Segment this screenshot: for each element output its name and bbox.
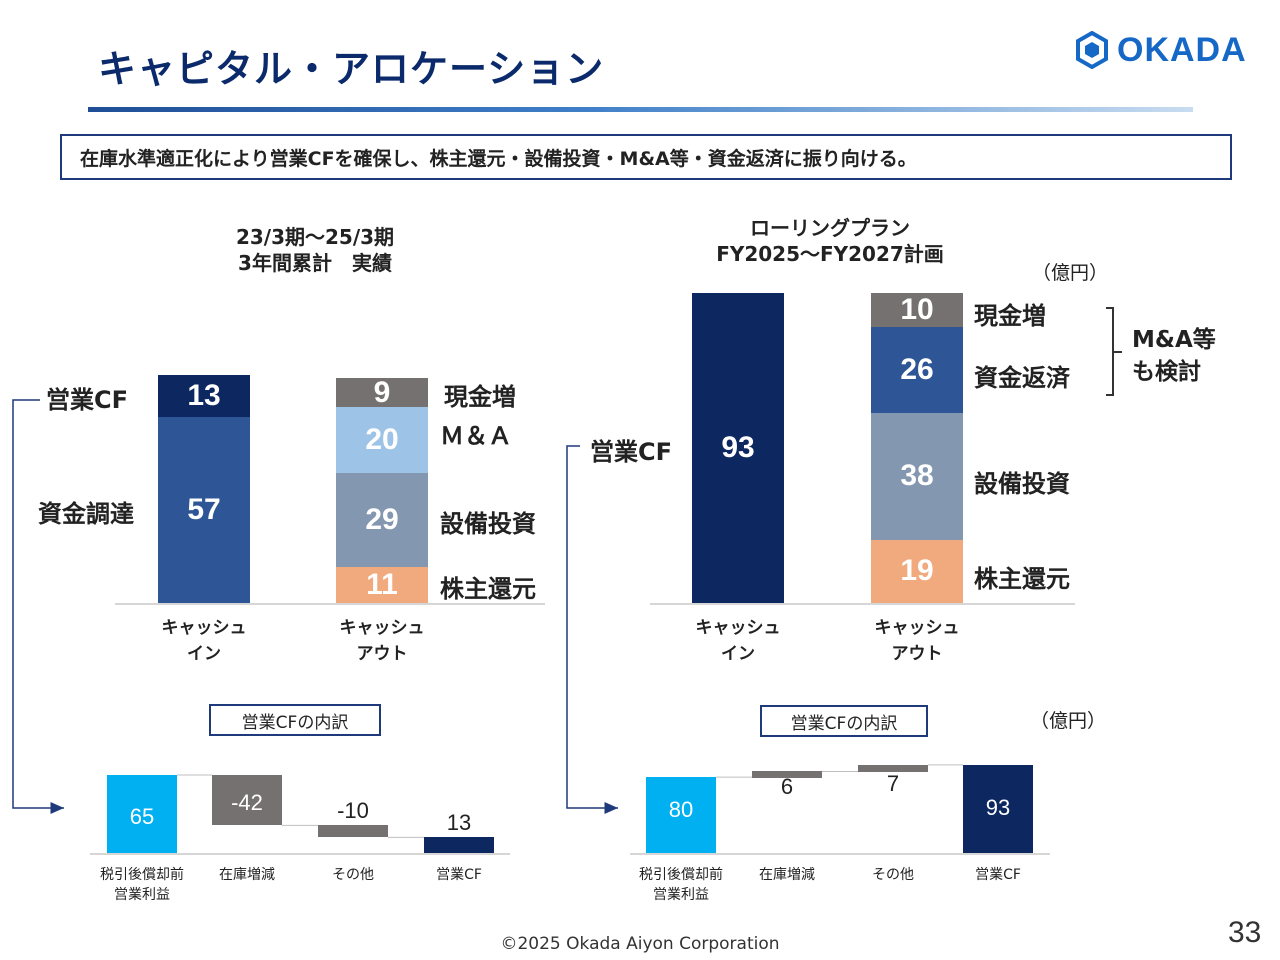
- segment-label: 設備投資: [440, 509, 536, 538]
- segment-label: 現金増: [444, 382, 516, 411]
- waterfall-value: -42: [231, 790, 263, 815]
- waterfall-bar: [752, 771, 822, 779]
- waterfall-value: 80: [668, 797, 694, 822]
- waterfall-bar: [646, 777, 716, 853]
- category-label: キャッシュ アウト: [339, 618, 425, 664]
- waterfall-category: 税引後償却前 営業利益: [100, 867, 184, 903]
- category-label: キャッシュ アウト: [874, 618, 960, 664]
- message-box: 在庫水準適正化により営業CFを確保し、株主還元・設備投資・M&A等・資金返済に振…: [60, 134, 1232, 180]
- category-label: キャッシュ イン: [161, 618, 247, 664]
- segment-value: 29: [365, 502, 399, 536]
- company-logo: OKADA: [1075, 30, 1247, 70]
- waterfall-1-title-text: 営業CFの内訳: [241, 712, 349, 733]
- waterfall-category: 営業CF: [436, 867, 482, 883]
- footer-copyright: ©2025 Okada Aiyon Corporation: [500, 934, 780, 954]
- waterfall-category: 在庫増減: [219, 867, 275, 883]
- chart-baseline: [115, 603, 545, 605]
- bar-segment: 29: [336, 472, 428, 568]
- waterfall-bar: [107, 775, 177, 853]
- waterfall-2-title-text: 営業CFの内訳: [790, 713, 898, 734]
- bar-segment: 20: [336, 407, 428, 473]
- waterfall-category: 在庫増減: [759, 867, 815, 883]
- segment-label: 株主還元: [440, 575, 536, 604]
- bar-segment: 9: [336, 375, 428, 409]
- segment-label: 株主還元: [974, 565, 1070, 594]
- waterfall-value: 7: [886, 771, 900, 796]
- waterfall-category: その他: [872, 867, 914, 883]
- segment-value: 9: [373, 375, 391, 409]
- segment-label: 資金調達: [38, 500, 134, 529]
- segment-value: 20: [365, 422, 399, 456]
- logo-text: OKADA: [1117, 30, 1247, 69]
- segment-value: 93: [721, 431, 755, 465]
- bar-segment: 11: [336, 567, 428, 603]
- segment-value: 26: [900, 352, 934, 386]
- waterfall-bar: [963, 764, 1033, 853]
- segment-value: 57: [187, 493, 221, 527]
- waterfall-value: -10: [337, 798, 369, 823]
- waterfall-baseline: [90, 853, 510, 855]
- waterfall-bar: [858, 764, 928, 772]
- waterfall-baseline: [630, 853, 1050, 855]
- page-title: キャピタル・アロケーション: [98, 47, 605, 91]
- title-underline: [88, 107, 1193, 112]
- waterfall-bar: [212, 775, 282, 826]
- waterfall-1-title: 営業CFの内訳: [209, 704, 381, 736]
- waterfall-2-title: 営業CFの内訳: [760, 705, 928, 737]
- segment-value: 38: [900, 459, 934, 493]
- waterfall-value: 65: [129, 804, 155, 829]
- bar-segment: 26: [871, 326, 963, 414]
- message-text: 在庫水準適正化により営業CFを確保し、株主還元・設備投資・M&A等・資金返済に振…: [80, 147, 917, 170]
- waterfall-2-unit: （億円）: [1030, 710, 1107, 732]
- bar-segment: 57: [158, 417, 250, 603]
- waterfall-category: 税引後償却前 営業利益: [639, 867, 723, 903]
- page-number: 33: [1228, 916, 1262, 949]
- waterfall-value: 6: [780, 774, 794, 799]
- chart-2-title: ローリングプラン FY2025～FY2027計画: [716, 216, 944, 266]
- bar-segment: 10: [871, 292, 963, 327]
- bracket-note: M&A等 も検討: [1132, 327, 1216, 385]
- segment-label: 現金増: [974, 301, 1046, 330]
- waterfall-category: その他: [332, 867, 374, 883]
- category-label: キャッシュ イン: [695, 618, 781, 664]
- chart-2-unit: （億円）: [1032, 262, 1109, 284]
- bar-segment: 38: [871, 413, 963, 540]
- segment-label: Ｍ＆Ａ: [440, 422, 512, 450]
- bar-segment: 13: [158, 374, 250, 418]
- segment-value: 11: [366, 568, 398, 602]
- segment-label: 資金返済: [974, 363, 1070, 392]
- segment-label: 設備投資: [974, 470, 1070, 499]
- bar-segment: 19: [871, 539, 963, 603]
- segment-value: 13: [187, 378, 221, 412]
- waterfall-category: 営業CF: [975, 867, 1021, 883]
- segment-label: 営業CF: [46, 385, 129, 414]
- chart-baseline: [650, 603, 1075, 605]
- segment-value: 10: [900, 292, 934, 326]
- waterfall-value: 13: [446, 810, 472, 835]
- segment-value: 19: [900, 554, 934, 588]
- waterfall-value: 93: [985, 795, 1011, 820]
- waterfall-bar: [424, 837, 494, 853]
- bar-segment: 93: [692, 293, 784, 603]
- chart-1-title: 23/3期～25/3期 3年間累計 実績: [235, 225, 395, 275]
- hexagon-logo-icon: [1076, 31, 1108, 69]
- segment-label: 営業CF: [590, 438, 673, 467]
- waterfall-bar: [318, 825, 388, 838]
